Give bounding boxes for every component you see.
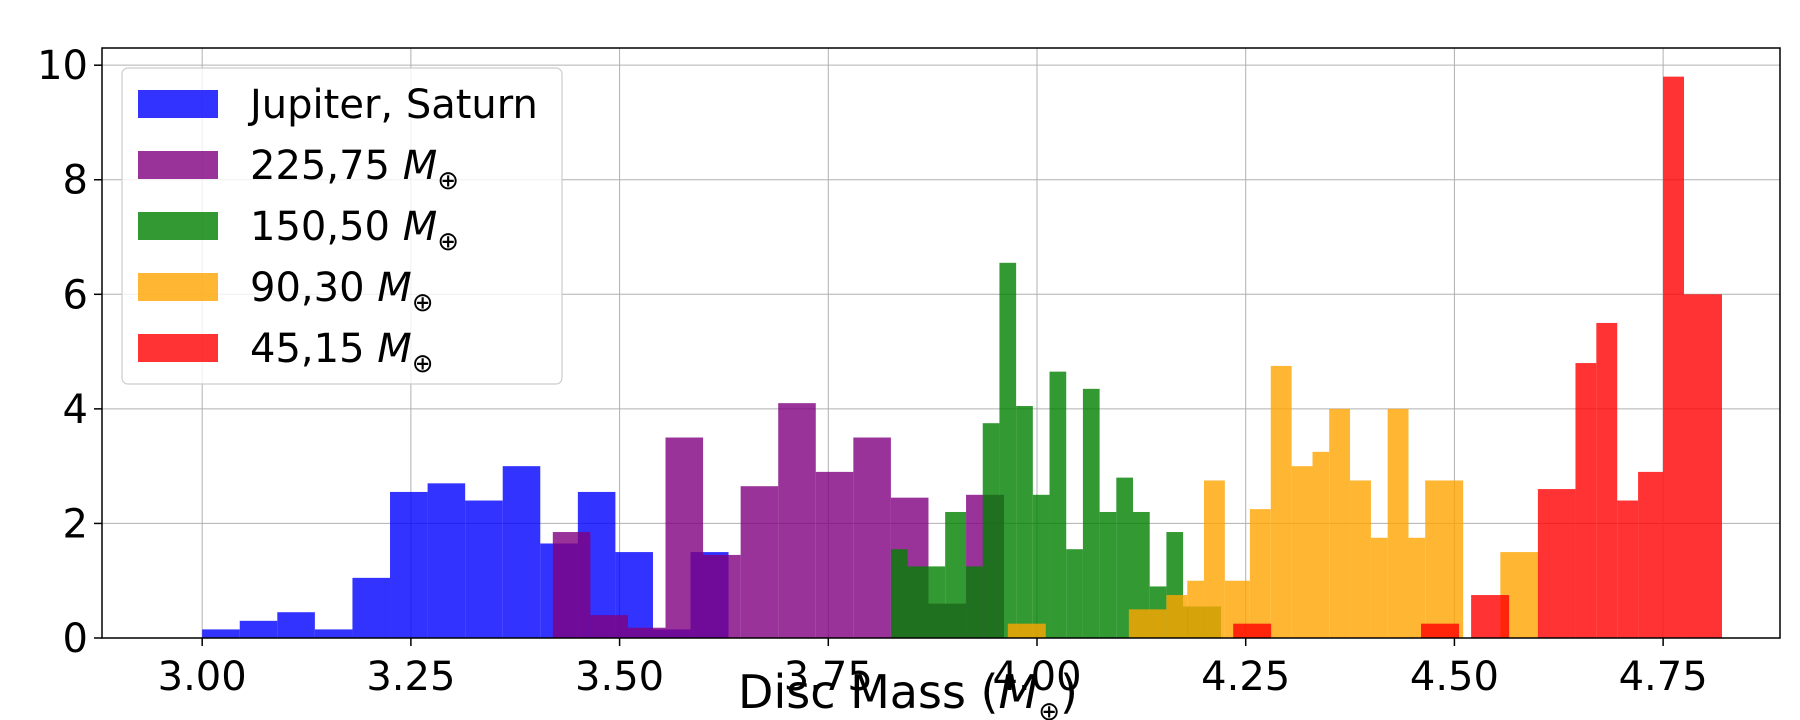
histogram-bar [982, 423, 1000, 638]
histogram-bar [1638, 471, 1664, 638]
histogram-bar [778, 403, 816, 638]
histogram-bar [853, 437, 891, 638]
legend-swatch [138, 273, 218, 301]
histogram-bar [1408, 537, 1426, 638]
histogram-bar [1350, 480, 1371, 638]
histogram-bar [1133, 511, 1150, 638]
histogram-bar [1617, 500, 1639, 638]
x-tick-label: 3.25 [366, 654, 455, 700]
histogram-bar [1370, 537, 1388, 638]
x-tick-label: 3.00 [158, 654, 247, 700]
histogram-bar [590, 615, 628, 638]
histogram-bar [1016, 406, 1033, 638]
histogram-bar [1187, 580, 1204, 638]
histogram-bar [1575, 363, 1597, 638]
y-tick-label: 2 [63, 501, 88, 547]
histogram-bar [1596, 322, 1618, 638]
histogram-bar [1233, 623, 1272, 638]
histogram-bar [1128, 609, 1167, 638]
histogram-bar [1049, 371, 1067, 638]
legend-swatch [138, 212, 218, 240]
histogram-bar [1116, 477, 1134, 638]
y-tick-label: 10 [37, 43, 88, 89]
histogram-bar [907, 566, 946, 638]
histogram-bar [1066, 549, 1083, 638]
histogram-bar [1249, 509, 1271, 638]
series-2 [890, 262, 1222, 638]
histogram-bar [1471, 595, 1510, 638]
y-tick-label: 6 [63, 272, 88, 318]
histogram-bar [1537, 489, 1576, 638]
histogram-bar [465, 500, 503, 638]
histogram-bar [1007, 623, 1046, 638]
legend-label: 225,75 M⊕ [250, 143, 459, 196]
legend-swatch [138, 334, 218, 362]
legend: Jupiter, Saturn 225,75 M⊕ 150,50 M⊕ 90,30 M… [121, 67, 563, 385]
legend-label: 150,50 M⊕ [250, 204, 459, 257]
histogram-bar [390, 491, 428, 638]
histogram-bar [1663, 76, 1684, 639]
histogram-bar [352, 577, 391, 638]
histogram-bar [1032, 494, 1050, 638]
legend-label: 90,30 M⊕ [250, 265, 434, 318]
histogram-bar [1166, 595, 1188, 638]
histogram-bar [277, 612, 315, 638]
legend-label: 45,15 M⊕ [250, 326, 434, 379]
histogram-bar [740, 486, 779, 638]
histogram-bars [202, 76, 1722, 639]
histogram-bar [627, 627, 666, 638]
histogram-bar [1329, 408, 1351, 638]
histogram-bar [945, 511, 967, 638]
x-tick-label: 4.50 [1410, 654, 1499, 700]
x-axis-ticks: 3.00 3.25 3.50 3.75 4.00 4.25 4.50 4.75 [158, 638, 1708, 700]
histogram-bar [502, 466, 541, 638]
x-tick-label: 4.00 [992, 654, 1081, 700]
x-tick-label: 3.50 [575, 654, 664, 700]
histogram-bar [314, 629, 353, 638]
histogram-bar [1421, 623, 1460, 638]
x-axis-label: Disc Mass (M⊕) [738, 665, 1078, 720]
x-tick-label: 3.75 [784, 654, 873, 700]
y-tick-label: 8 [63, 158, 88, 204]
histogram-bar [703, 554, 741, 638]
histogram-bar [1387, 408, 1409, 638]
histogram-bar [1291, 466, 1313, 638]
histogram-bar [1312, 451, 1330, 638]
series-0 [202, 466, 729, 638]
series-4 [1233, 76, 1722, 639]
histogram-bar [1082, 388, 1100, 638]
legend-swatch [138, 90, 218, 118]
plot-frame [101, 47, 1781, 639]
histogram-bar [1683, 294, 1722, 638]
histogram-bar [202, 629, 240, 638]
legend-box [121, 67, 563, 385]
histogram-bar [1203, 480, 1225, 638]
histogram-bar [665, 437, 704, 638]
histogram-bar [966, 566, 983, 638]
histogram-bar [552, 532, 591, 638]
y-axis-ticks: 0 2 4 6 8 10 [37, 43, 102, 662]
legend-swatch [138, 151, 218, 179]
histogram-bar [427, 483, 466, 638]
histogram-bar [1425, 480, 1464, 638]
legend-label: Jupiter, Saturn [247, 82, 538, 128]
histogram-bar [999, 262, 1017, 638]
x-tick-label: 4.75 [1619, 654, 1708, 700]
histogram-bar [1099, 511, 1117, 638]
y-tick-label: 4 [63, 387, 88, 433]
histogram-bar [890, 549, 908, 638]
histogram-bar [1270, 365, 1292, 638]
histogram-bar [239, 620, 278, 638]
y-tick-label: 0 [63, 616, 88, 662]
histogram-bar [815, 471, 854, 638]
x-tick-label: 4.25 [1201, 654, 1290, 700]
